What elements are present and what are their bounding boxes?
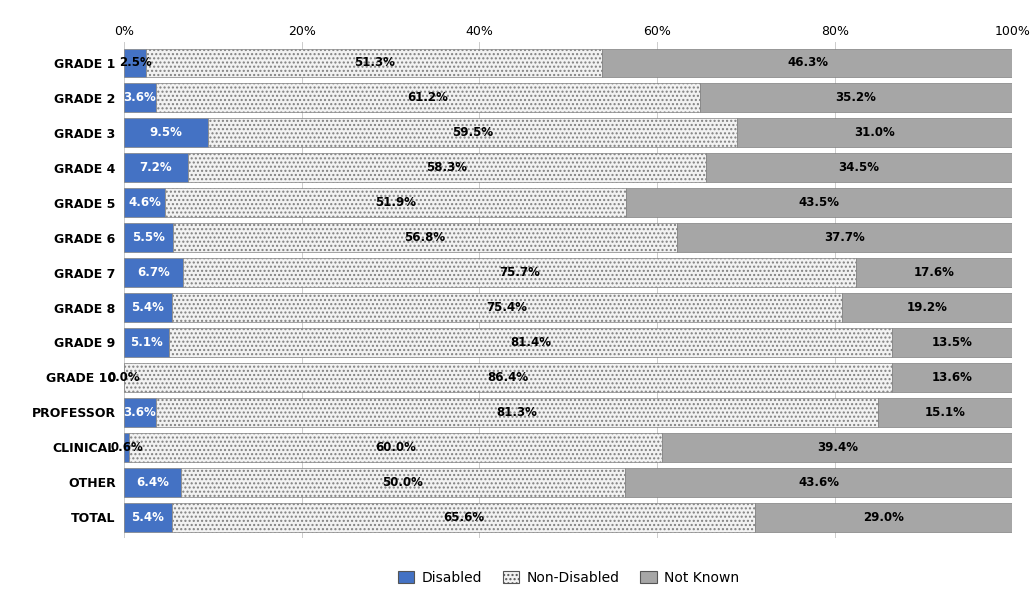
Bar	[124, 48, 147, 77]
Bar	[129, 433, 662, 462]
Text: 34.5%: 34.5%	[839, 161, 879, 174]
Bar	[706, 153, 1012, 182]
Text: 46.3%: 46.3%	[787, 56, 828, 69]
Text: 5.5%: 5.5%	[132, 231, 165, 244]
Bar	[124, 223, 173, 252]
Text: 5.1%: 5.1%	[130, 336, 163, 349]
Bar	[124, 153, 188, 182]
Bar	[602, 48, 1013, 77]
Text: 7.2%: 7.2%	[139, 161, 173, 174]
Bar	[662, 433, 1012, 462]
Bar	[699, 84, 1012, 112]
Bar	[124, 363, 891, 392]
Text: 0.0%: 0.0%	[107, 371, 140, 384]
Legend: Disabled, Non-Disabled, Not Known: Disabled, Non-Disabled, Not Known	[393, 565, 744, 590]
Bar	[878, 398, 1012, 427]
Text: 43.6%: 43.6%	[799, 476, 839, 489]
Bar	[147, 48, 602, 77]
Text: 75.4%: 75.4%	[487, 301, 528, 314]
Bar	[893, 328, 1012, 357]
Text: 43.5%: 43.5%	[799, 196, 840, 209]
Bar	[209, 118, 737, 147]
Bar	[625, 468, 1012, 496]
Bar	[171, 293, 842, 322]
Text: 4.6%: 4.6%	[128, 196, 161, 209]
Text: 5.4%: 5.4%	[131, 301, 164, 314]
Text: 81.3%: 81.3%	[497, 406, 537, 419]
Text: 50.0%: 50.0%	[382, 476, 424, 489]
Text: 0.6%: 0.6%	[111, 441, 143, 454]
Text: 6.4%: 6.4%	[136, 476, 168, 489]
Text: 51.9%: 51.9%	[375, 196, 416, 209]
Bar	[891, 363, 1012, 392]
Text: 58.3%: 58.3%	[427, 161, 467, 174]
Text: 81.4%: 81.4%	[510, 336, 552, 349]
Text: 60.0%: 60.0%	[375, 441, 416, 454]
Text: 5.4%: 5.4%	[131, 511, 164, 524]
Bar	[124, 398, 156, 427]
Text: 17.6%: 17.6%	[914, 266, 954, 279]
Text: 56.8%: 56.8%	[405, 231, 445, 244]
Bar	[124, 118, 209, 147]
Bar	[678, 223, 1012, 252]
Text: 13.6%: 13.6%	[932, 371, 972, 384]
Text: 3.6%: 3.6%	[124, 91, 156, 104]
Text: 39.4%: 39.4%	[817, 441, 857, 454]
Bar	[124, 84, 156, 112]
Text: 6.7%: 6.7%	[137, 266, 170, 279]
Bar	[626, 188, 1012, 217]
Bar	[184, 258, 856, 287]
Bar	[181, 468, 625, 496]
Text: 59.5%: 59.5%	[452, 126, 493, 139]
Bar	[165, 188, 626, 217]
Bar	[124, 503, 171, 532]
Bar	[124, 433, 129, 462]
Bar	[856, 258, 1012, 287]
Text: 75.7%: 75.7%	[499, 266, 540, 279]
Text: 61.2%: 61.2%	[407, 91, 448, 104]
Text: 51.3%: 51.3%	[353, 56, 395, 69]
Text: 65.6%: 65.6%	[443, 511, 483, 524]
Bar	[171, 503, 755, 532]
Bar	[124, 258, 184, 287]
Bar	[755, 503, 1012, 532]
Text: 3.6%: 3.6%	[124, 406, 156, 419]
Text: 86.4%: 86.4%	[488, 371, 528, 384]
Bar	[737, 118, 1012, 147]
Bar	[156, 398, 878, 427]
Bar	[173, 223, 678, 252]
Bar	[124, 188, 165, 217]
Text: 13.5%: 13.5%	[932, 336, 973, 349]
Bar	[842, 293, 1012, 322]
Bar	[169, 328, 893, 357]
Bar	[124, 293, 171, 322]
Text: 37.7%: 37.7%	[824, 231, 866, 244]
Bar	[124, 328, 169, 357]
Text: 9.5%: 9.5%	[150, 126, 183, 139]
Bar	[124, 468, 181, 496]
Text: 31.0%: 31.0%	[854, 126, 895, 139]
Text: 35.2%: 35.2%	[836, 91, 876, 104]
Text: 19.2%: 19.2%	[907, 301, 947, 314]
Text: 29.0%: 29.0%	[864, 511, 904, 524]
Bar	[188, 153, 706, 182]
Text: 15.1%: 15.1%	[925, 406, 966, 419]
Text: 2.5%: 2.5%	[119, 56, 152, 69]
Bar	[156, 84, 699, 112]
